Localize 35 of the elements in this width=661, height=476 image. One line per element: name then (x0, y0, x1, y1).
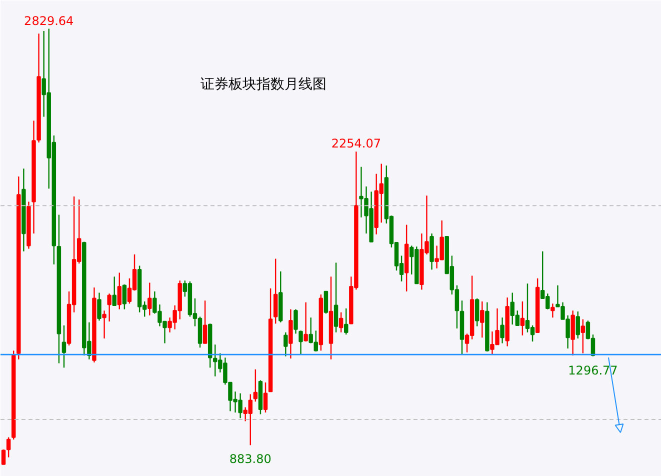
candlestick (122, 284, 127, 310)
candlestick (6, 436, 11, 458)
candlestick (97, 292, 102, 322)
candlestick (294, 308, 298, 334)
candlestick (576, 310, 580, 340)
candlestick (520, 300, 525, 336)
candlestick (324, 290, 328, 314)
candlestick (338, 312, 344, 333)
candlestick (480, 300, 484, 338)
candlestick (550, 303, 555, 318)
candlestick (344, 308, 348, 336)
candlestick (334, 262, 338, 333)
annotation: 2829.64 (24, 14, 74, 28)
candlestick (580, 318, 586, 354)
candlestick (62, 324, 66, 368)
candlestick (102, 310, 106, 340)
candlestick (117, 272, 122, 310)
candlestick (500, 316, 504, 344)
annotation: 883.80 (229, 452, 272, 466)
candlestick (273, 258, 278, 324)
candlestick (107, 292, 112, 322)
candlestick (284, 332, 288, 357)
annotation: 2254.07 (331, 136, 382, 151)
candlestick (112, 276, 116, 306)
candlestick (253, 368, 258, 402)
candlestick (148, 282, 152, 316)
candlestick (263, 382, 268, 414)
candlestick (202, 300, 208, 344)
candlestick (288, 308, 293, 360)
candlestick (570, 310, 575, 356)
candlestick (1, 448, 6, 465)
candlestick (298, 330, 303, 356)
candlestick (474, 298, 480, 327)
text: 证券板块指数月线图 (200, 76, 326, 92)
candlestick (304, 302, 308, 342)
